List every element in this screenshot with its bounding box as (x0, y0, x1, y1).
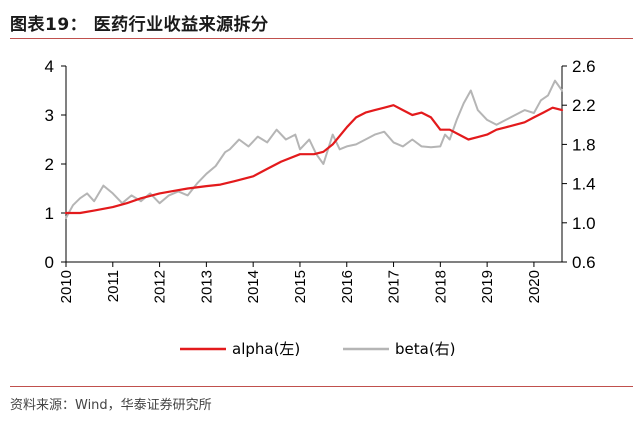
x-tick-label: 2020 (526, 270, 543, 303)
left-tick-label: 0 (45, 253, 54, 272)
x-tick-label: 2016 (339, 270, 356, 303)
right-tick-label: 1.8 (572, 135, 596, 154)
x-axis-ticks: 2010 2011 2012 2013 2014 2015 2016 2017 2018 2019… (58, 262, 543, 303)
right-tick-label: 2.6 (572, 57, 596, 76)
x-tick-label: 2013 (198, 270, 215, 303)
left-axis-ticks: 0 1 2 3 4 (45, 57, 66, 272)
left-tick-label: 3 (45, 106, 54, 125)
x-tick-label: 2014 (245, 270, 262, 303)
legend-label-beta: beta(右) (395, 340, 456, 358)
x-tick-label: 2010 (58, 270, 75, 303)
right-axis-ticks: 0.6 1.0 1.4 1.8 2.2 2.6 (562, 57, 596, 272)
x-tick-label: 2011 (105, 270, 122, 302)
left-tick-label: 4 (45, 57, 54, 76)
series-line-beta (65, 79, 563, 219)
x-tick-label: 2018 (432, 270, 449, 303)
series-line-alpha (64, 104, 564, 215)
title-divider (10, 38, 633, 39)
source-note: 资料来源：Wind，华泰证券研究所 (10, 398, 212, 413)
x-tick-label: 2019 (479, 270, 496, 303)
right-tick-label: 1.0 (572, 214, 596, 233)
series-lines (64, 79, 564, 219)
page-title: 图表19： 医药行业收益来源拆分 (10, 15, 269, 35)
x-tick-label: 2017 (386, 270, 403, 303)
left-tick-label: 2 (45, 155, 54, 174)
right-tick-label: 1.4 (572, 175, 596, 194)
source-divider (10, 386, 633, 387)
plot-frame (65, 66, 563, 263)
legend: alpha(左) beta(右) (180, 340, 456, 358)
right-tick-label: 0.6 (572, 253, 596, 272)
left-tick-label: 1 (45, 204, 54, 223)
x-tick-label: 2015 (292, 270, 309, 303)
x-tick-label: 2012 (152, 270, 169, 303)
right-tick-label: 2.2 (572, 96, 596, 115)
legend-label-alpha: alpha(左) (232, 340, 300, 358)
